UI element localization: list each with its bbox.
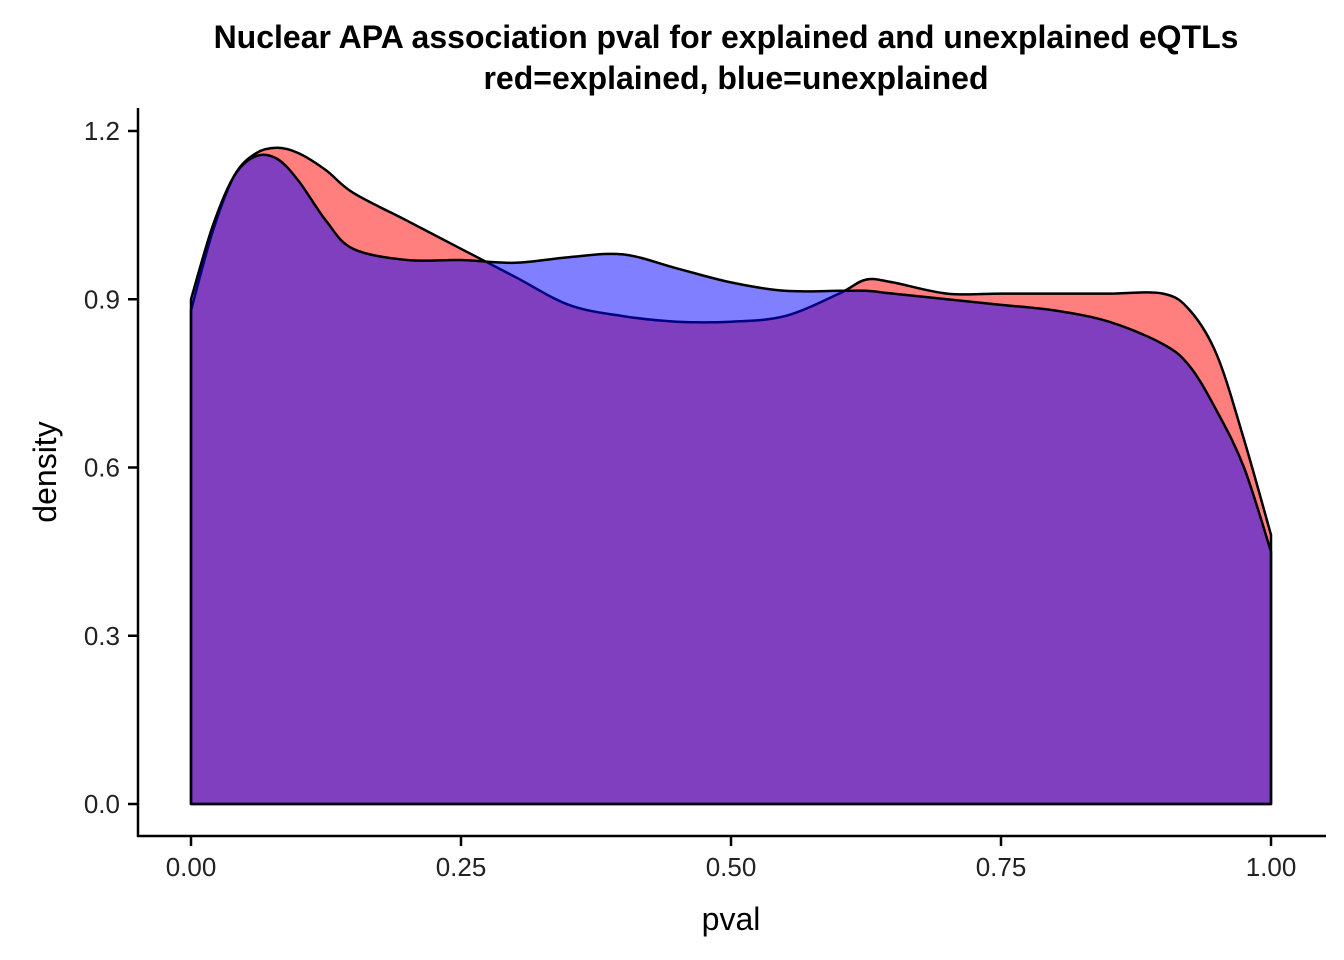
x-tick-label: 0.50	[706, 852, 757, 882]
chart-subtitle: red=explained, blue=unexplained	[483, 60, 988, 96]
x-tick-label: 0.75	[976, 852, 1027, 882]
y-tick-label: 0.6	[84, 453, 120, 483]
x-tick-label: 1.00	[1246, 852, 1297, 882]
x-axis-title: pval	[702, 901, 761, 937]
y-tick-label: 1.2	[84, 116, 120, 146]
y-tick-label: 0.3	[84, 621, 120, 651]
density-area-series-1	[189, 153, 1273, 806]
y-axis-ticks: 0.0 0.3 0.6 0.9 1.2	[84, 116, 138, 819]
y-tick-label: 0.9	[84, 284, 120, 314]
x-tick-label: 0.00	[166, 852, 217, 882]
chart-title: Nuclear APA association pval for explain…	[214, 19, 1239, 55]
x-tick-label: 0.25	[436, 852, 487, 882]
y-tick-label: 0.0	[84, 789, 120, 819]
x-axis-ticks: 0.00 0.25 0.50 0.75 1.00	[166, 836, 1297, 882]
density-areas	[189, 146, 1273, 806]
y-axis-title: density	[27, 421, 63, 522]
